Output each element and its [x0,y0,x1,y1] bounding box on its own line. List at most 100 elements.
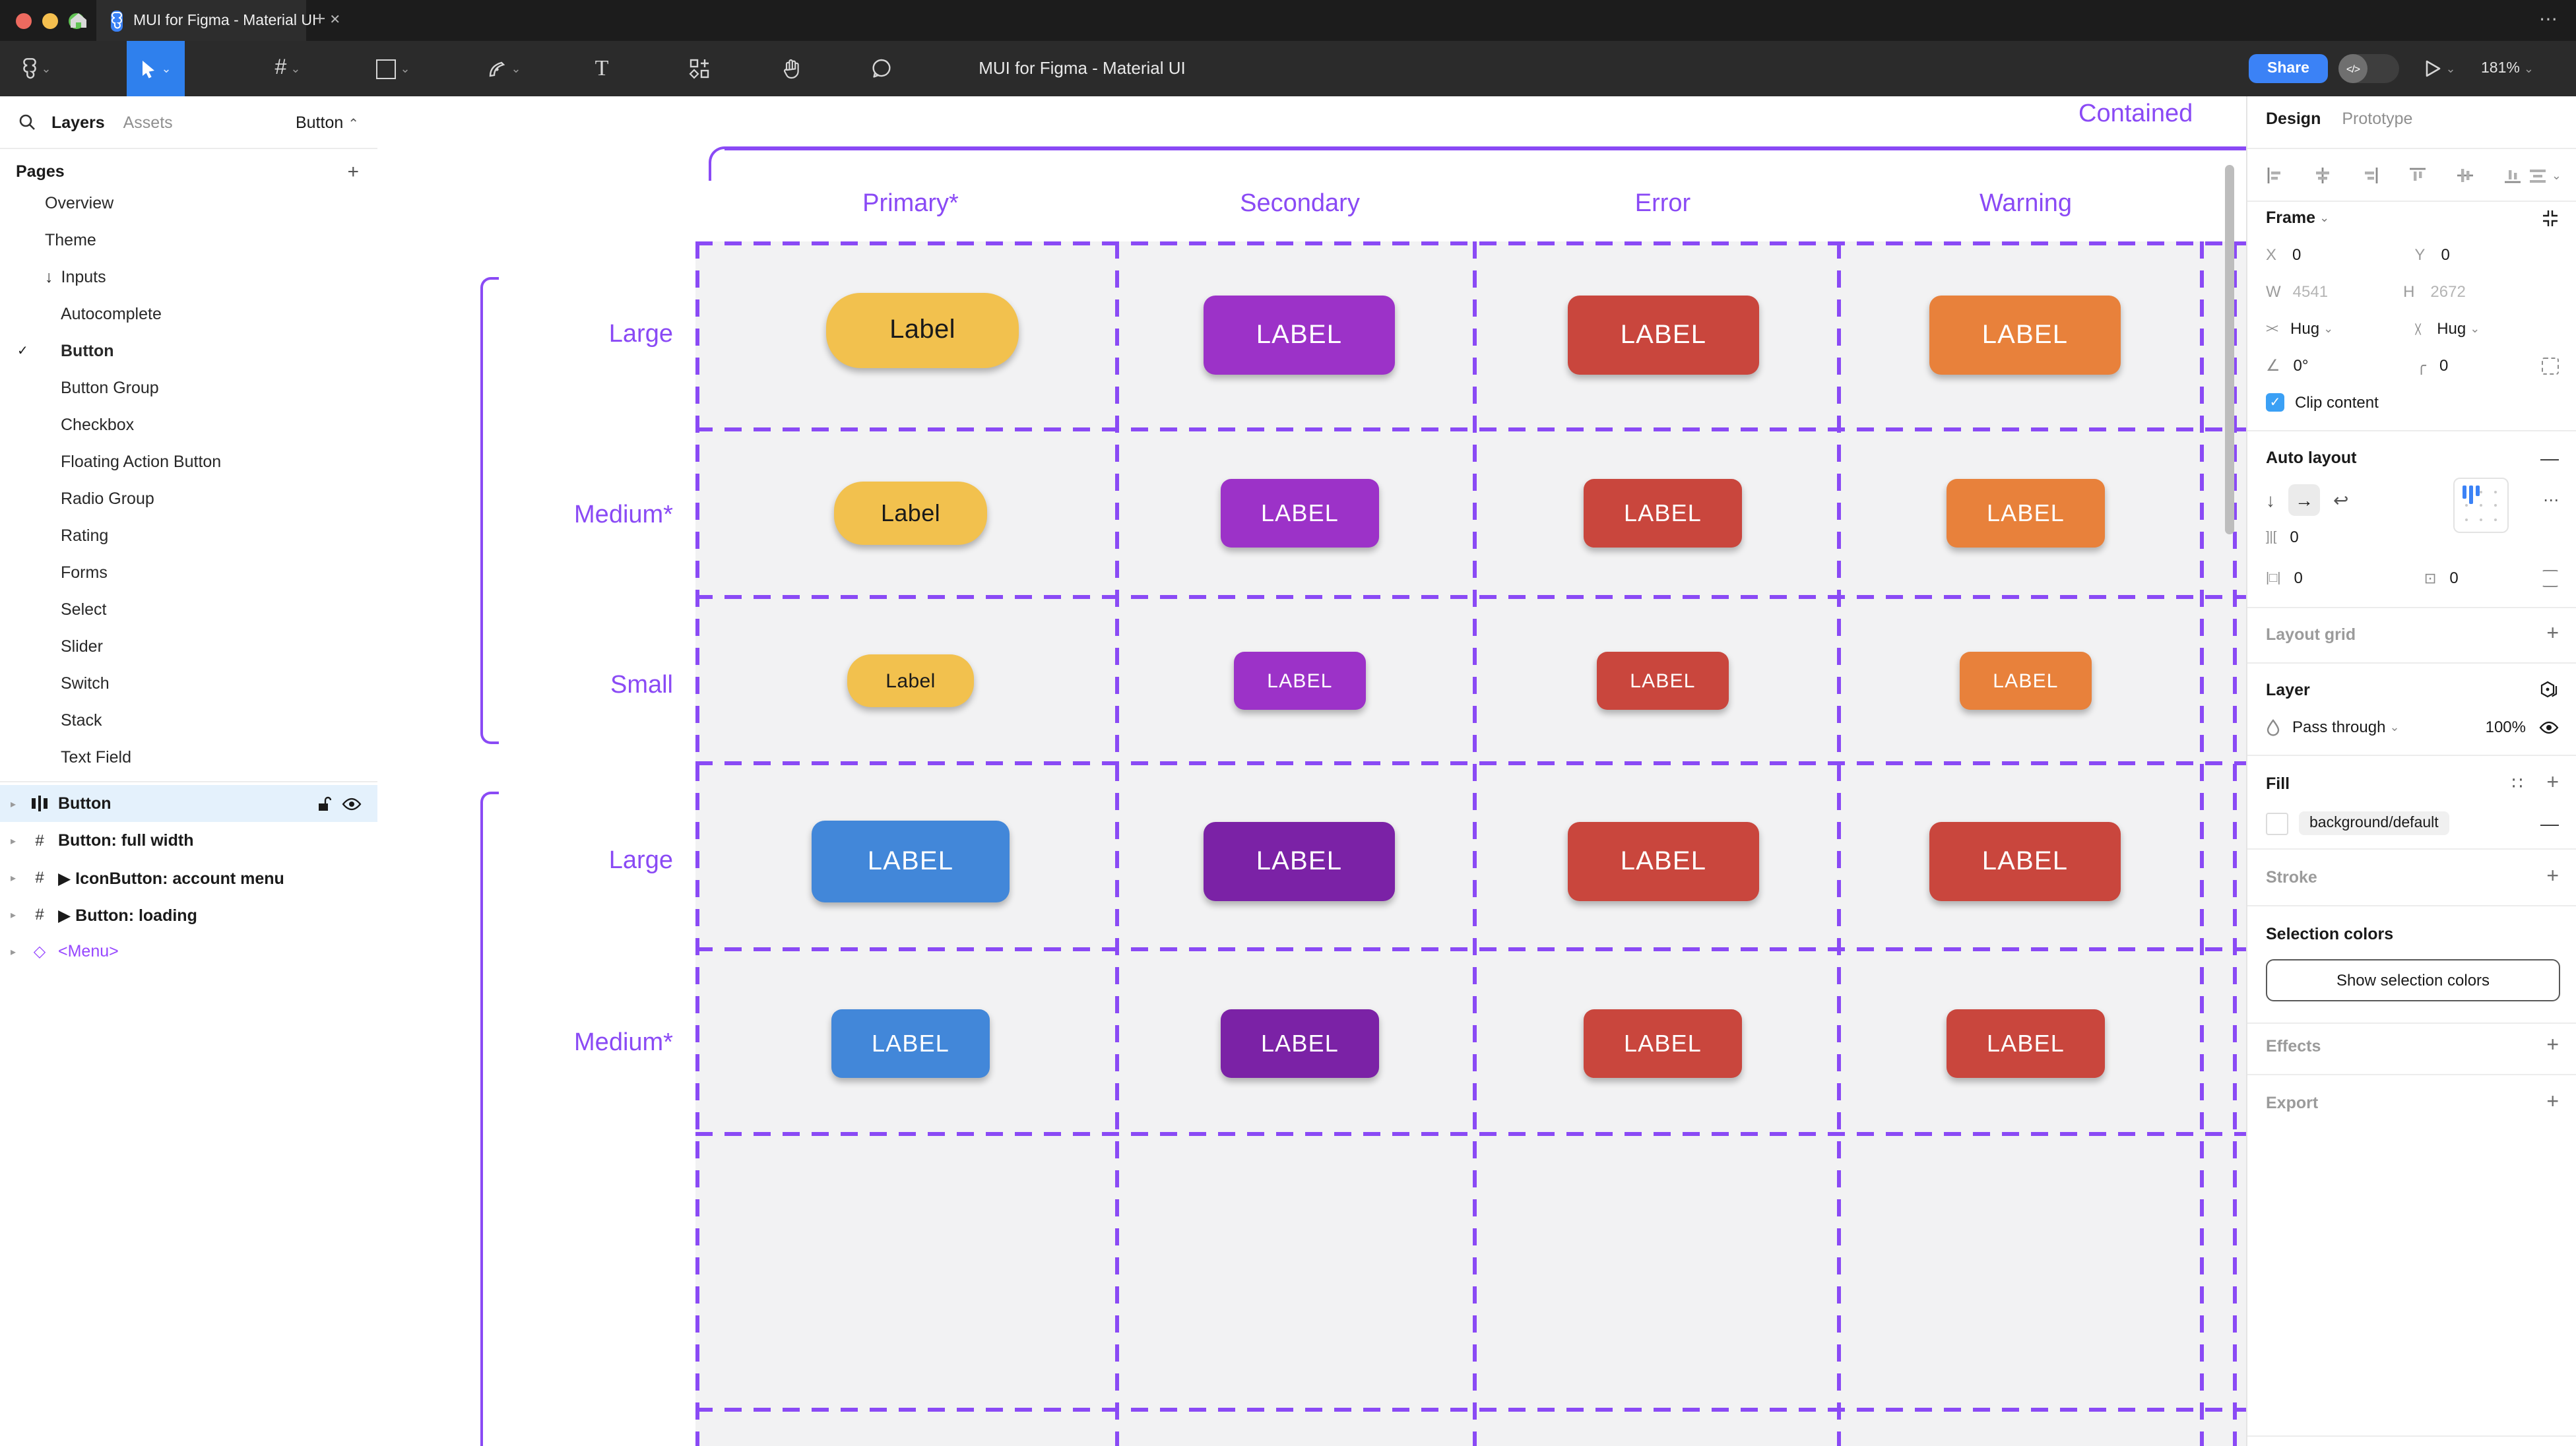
button-variant[interactable]: Label [826,293,1019,368]
clip-content-checkbox[interactable]: ✓ [2266,393,2284,412]
text-tool-button[interactable]: T [578,41,626,96]
expand-icon[interactable]: ▸ [11,798,16,809]
tab-layers[interactable]: Layers [51,113,105,131]
page-item[interactable]: Stack [0,702,377,739]
show-selection-colors-button[interactable]: Show selection colors [2266,959,2560,1001]
layer-row[interactable]: ▸ # ▶ IconButton: account menu [0,859,377,896]
page-item[interactable]: Rating [0,517,377,554]
y-input[interactable]: 0 [2441,245,2450,264]
shape-tool-button[interactable]: ⌄ [364,41,422,96]
page-item[interactable]: Switch [0,665,377,702]
page-item[interactable]: Text Field [0,739,377,776]
page-item[interactable]: Slider [0,628,377,665]
layer-row[interactable]: ▸ # ▶ Button: loading [0,896,377,933]
horizontal-resizing-select[interactable]: Hug [2290,319,2320,338]
remove-fill-button[interactable]: — [2540,813,2559,834]
opacity-input[interactable]: 100% [2485,718,2526,736]
close-window-button[interactable] [16,13,32,28]
remove-auto-layout-button[interactable]: — [2540,447,2559,468]
alignment-widget[interactable] [2453,478,2509,533]
independent-padding-button[interactable] [2542,569,2559,586]
search-icon[interactable] [18,113,36,131]
page-item[interactable]: Radio Group [0,480,377,517]
add-export-button[interactable]: + [2546,1091,2559,1114]
button-variant[interactable]: LABEL [831,1009,990,1078]
button-variant[interactable]: Label [847,654,974,707]
button-variant[interactable]: LABEL [1221,1009,1379,1078]
align-v-center-icon[interactable] [2456,166,2474,185]
align-right-icon[interactable] [2361,166,2379,185]
move-tool-button[interactable]: ⌄ [127,41,185,96]
page-item[interactable]: Overview [0,185,377,222]
clip-content-row[interactable]: ✓ Clip content [2247,391,2576,414]
new-tab-button[interactable]: + [314,8,326,30]
expand-icon[interactable]: ▸ [11,945,16,957]
button-variant[interactable]: LABEL [1204,822,1395,901]
tab-design[interactable]: Design [2266,110,2321,128]
layer-visibility-icon[interactable] [2539,720,2559,734]
expand-icon[interactable]: ▸ [11,834,16,846]
fill-color-swatch[interactable] [2266,812,2288,834]
comment-tool-button[interactable] [855,41,908,96]
button-variant[interactable]: LABEL [1584,479,1742,548]
window-more-button[interactable]: ⋯ [2539,8,2558,29]
corner-radius-input[interactable]: 0 [2439,356,2449,375]
button-variant[interactable]: LABEL [1947,1009,2105,1078]
canvas-scrollbar[interactable] [2225,165,2234,534]
page-item[interactable]: Theme [0,222,377,259]
align-top-icon[interactable] [2408,166,2427,185]
resources-tool-button[interactable] [673,41,726,96]
wrap-button[interactable]: ↩ [2333,489,2349,510]
x-input[interactable]: 0 [2292,245,2302,264]
zoom-menu-button[interactable]: 181% ⌄ [2481,41,2534,96]
page-item[interactable]: Button Group [0,369,377,406]
present-button[interactable]: ⌄ [2420,41,2460,96]
button-variant[interactable]: LABEL [1584,1009,1742,1078]
button-variant[interactable]: LABEL [1597,652,1729,710]
direction-down-button[interactable]: ↓ [2266,489,2275,511]
button-variant[interactable]: LABEL [1947,479,2105,548]
page-selector[interactable]: Button ⌃ [296,113,359,131]
align-h-center-icon[interactable] [2313,166,2332,185]
fill-row[interactable]: background/default — [2247,809,2576,838]
unlock-icon[interactable] [317,795,331,812]
dev-mode-toggle[interactable]: </> [2338,54,2399,83]
gap-input[interactable]: 0 [2290,528,2299,546]
collapse-icon[interactable] [2542,209,2559,226]
fill-styles-icon[interactable]: ∷ [2511,773,2523,793]
rotation-input[interactable]: 0° [2293,356,2309,375]
page-item[interactable]: Forms [0,554,377,591]
page-item[interactable]: Checkbox [0,406,377,443]
page-item[interactable]: Floating Action Button [0,443,377,480]
close-tab-icon[interactable]: ✕ [329,13,341,28]
horizontal-padding-input[interactable]: 0 [2294,569,2303,587]
button-variant[interactable]: LABEL [1960,652,2092,710]
blend-mode-select[interactable]: Pass through [2292,718,2386,736]
add-page-button[interactable]: + [347,160,359,183]
button-variant[interactable]: LABEL [1568,822,1759,901]
button-variant[interactable]: LABEL [1929,296,2121,375]
blend-mode-icon[interactable] [2539,681,2559,699]
layer-row[interactable]: ▸ ◇ <Menu> [0,933,377,970]
vertical-padding-input[interactable]: 0 [2449,569,2459,587]
fill-token-chip[interactable]: background/default [2299,811,2449,835]
button-variant[interactable]: LABEL [1568,296,1759,375]
canvas[interactable]: Contained Primary* Secondary Error Warni… [377,96,2246,1446]
expand-icon[interactable]: ▸ [11,908,16,920]
button-variant[interactable]: LABEL [1221,479,1379,548]
vertical-resizing-select[interactable]: Hug [2437,319,2466,338]
direction-right-button-selected[interactable]: → [2288,484,2320,516]
expand-icon[interactable]: ▸ [11,871,16,883]
button-variant[interactable]: LABEL [1234,652,1366,710]
button-variant[interactable]: LABEL [1204,296,1395,375]
button-variant[interactable]: Label [834,482,987,545]
frame-tool-button[interactable]: # ⌄ [259,41,317,96]
page-item-current[interactable]: ✓ Button [0,332,377,369]
main-menu-button[interactable]: ⌄ [11,41,63,96]
page-item[interactable]: ↓ Inputs [0,259,377,296]
tab-prototype[interactable]: Prototype [2342,110,2413,128]
align-left-icon[interactable] [2266,166,2284,185]
auto-layout-more-button[interactable]: ⋯ [2543,491,2561,509]
align-bottom-icon[interactable] [2503,166,2522,185]
pen-tool-button[interactable]: ⌄ [475,41,533,96]
